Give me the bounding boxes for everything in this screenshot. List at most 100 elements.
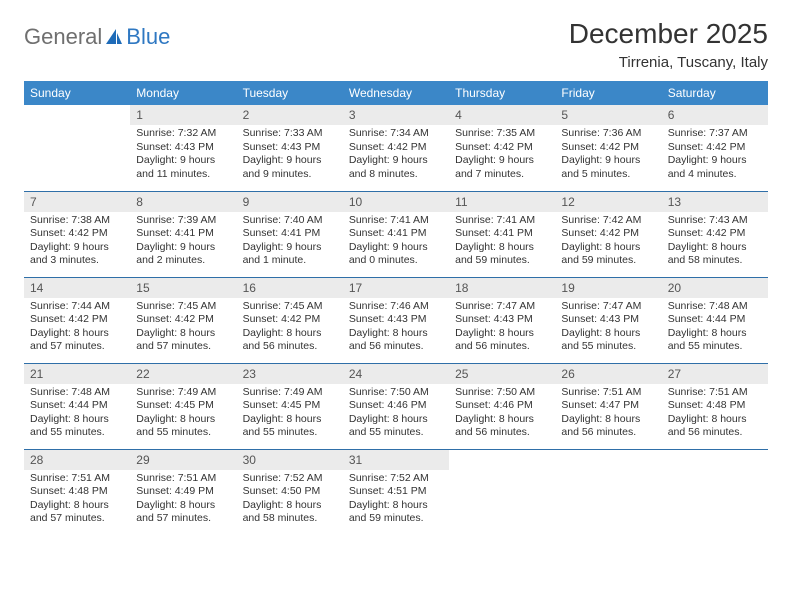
day-details: Sunrise: 7:51 AMSunset: 4:47 PMDaylight:… [555,384,661,445]
daylight-text: Daylight: 9 hours and 11 minutes. [136,154,230,181]
location-subtitle: Tirrenia, Tuscany, Italy [569,54,768,71]
sunrise-text: Sunrise: 7:39 AM [136,214,230,228]
day-number: 2 [237,105,343,125]
calendar-day-cell: 5Sunrise: 7:36 AMSunset: 4:42 PMDaylight… [555,105,661,191]
sunset-text: Sunset: 4:41 PM [136,227,230,241]
day-details: Sunrise: 7:35 AMSunset: 4:42 PMDaylight:… [449,125,555,186]
day-details: Sunrise: 7:32 AMSunset: 4:43 PMDaylight:… [130,125,236,186]
daylight-text: Daylight: 9 hours and 2 minutes. [136,241,230,268]
calendar-day-cell: 9Sunrise: 7:40 AMSunset: 4:41 PMDaylight… [237,191,343,277]
sunset-text: Sunset: 4:44 PM [30,399,124,413]
calendar-day-cell: 30Sunrise: 7:52 AMSunset: 4:50 PMDayligh… [237,449,343,535]
day-details: Sunrise: 7:50 AMSunset: 4:46 PMDaylight:… [449,384,555,445]
day-details: Sunrise: 7:41 AMSunset: 4:41 PMDaylight:… [343,212,449,273]
daylight-text: Daylight: 8 hours and 56 minutes. [455,327,549,354]
calendar-day-cell: 12Sunrise: 7:42 AMSunset: 4:42 PMDayligh… [555,191,661,277]
day-details: Sunrise: 7:45 AMSunset: 4:42 PMDaylight:… [237,298,343,359]
calendar-day-cell: 24 Sunrise: 7:50 AMSunset: 4:46 PMDayligh… [343,363,449,449]
sunrise-text: Sunrise: 7:50 AM [349,386,443,400]
sunrise-text: Sunrise: 7:41 AM [349,214,443,228]
sunrise-text: Sunrise: 7:49 AM [136,386,230,400]
day-number: 27 [662,364,768,384]
weekday-header: Wednesday [343,81,449,105]
day-number: 29 [130,450,236,470]
calendar-week-row: 1Sunrise: 7:32 AMSunset: 4:43 PMDaylight… [24,105,768,191]
daylight-text: Daylight: 9 hours and 4 minutes. [668,154,762,181]
sunset-text: Sunset: 4:42 PM [668,141,762,155]
sunrise-text: Sunrise: 7:51 AM [30,472,124,486]
sunset-text: Sunset: 4:49 PM [136,485,230,499]
daylight-text: Daylight: 8 hours and 56 minutes. [455,413,549,440]
page-header: General Blue December 2025 Tirrenia, Tus… [24,18,768,71]
calendar-day-cell: 29Sunrise: 7:51 AMSunset: 4:49 PMDayligh… [130,449,236,535]
day-number: 26 [555,364,661,384]
sunset-text: Sunset: 4:41 PM [349,227,443,241]
day-number: 21 [24,364,130,384]
sunrise-text: Sunrise: 7:37 AM [668,127,762,141]
daylight-text: Daylight: 8 hours and 55 minutes. [136,413,230,440]
sunset-text: Sunset: 4:42 PM [243,313,337,327]
weekday-header: Sunday [24,81,130,105]
day-number: 10 [343,192,449,212]
daylight-text: Daylight: 8 hours and 56 minutes. [668,413,762,440]
sunrise-text: Sunrise: 7:50 AM [455,386,549,400]
day-details: Sunrise: 7:49 AMSunset: 4:45 PMDaylight:… [237,384,343,445]
daylight-text: Daylight: 8 hours and 55 minutes. [561,327,655,354]
calendar-day-cell: 16Sunrise: 7:45 AMSunset: 4:42 PMDayligh… [237,277,343,363]
calendar-day-cell: 28Sunrise: 7:51 AMSunset: 4:48 PMDayligh… [24,449,130,535]
calendar-day-cell [24,105,130,191]
weekday-header: Thursday [449,81,555,105]
title-block: December 2025 Tirrenia, Tuscany, Italy [569,18,768,71]
sunrise-text: Sunrise: 7:44 AM [30,300,124,314]
daylight-text: Daylight: 9 hours and 7 minutes. [455,154,549,181]
day-details: Sunrise: 7:34 AMSunset: 4:42 PMDaylight:… [343,125,449,186]
day-details: Sunrise: 7:38 AMSunset: 4:42 PMDaylight:… [24,212,130,273]
daylight-text: Daylight: 8 hours and 55 minutes. [349,413,443,440]
day-details: Sunrise: 7:49 AMSunset: 4:45 PMDaylight:… [130,384,236,445]
logo-text-general: General [24,24,102,50]
sunrise-text: Sunrise: 7:47 AM [561,300,655,314]
sunrise-text: Sunrise: 7:52 AM [349,472,443,486]
sunset-text: Sunset: 4:43 PM [136,141,230,155]
day-details: Sunrise: 7:41 AMSunset: 4:41 PMDaylight:… [449,212,555,273]
day-number: 23 [237,364,343,384]
calendar-day-cell: 25Sunrise: 7:50 AMSunset: 4:46 PMDayligh… [449,363,555,449]
day-details: Sunrise: 7:39 AMSunset: 4:41 PMDaylight:… [130,212,236,273]
calendar-week-row: 28Sunrise: 7:51 AMSunset: 4:48 PMDayligh… [24,449,768,535]
sunset-text: Sunset: 4:48 PM [668,399,762,413]
calendar-page: General Blue December 2025 Tirrenia, Tus… [0,0,792,535]
sunrise-text: Sunrise: 7:48 AM [30,386,124,400]
sunrise-text: Sunrise: 7:49 AM [243,386,337,400]
calendar-day-cell: 2Sunrise: 7:33 AMSunset: 4:43 PMDaylight… [237,105,343,191]
sunset-text: Sunset: 4:42 PM [30,313,124,327]
sunset-text: Sunset: 4:44 PM [668,313,762,327]
day-number: 24 [343,364,449,384]
sunset-text: Sunset: 4:42 PM [561,227,655,241]
calendar-day-cell: 10Sunrise: 7:41 AMSunset: 4:41 PMDayligh… [343,191,449,277]
calendar-day-cell: 17Sunrise: 7:46 AMSunset: 4:43 PMDayligh… [343,277,449,363]
calendar-week-row: 14Sunrise: 7:44 AMSunset: 4:42 PMDayligh… [24,277,768,363]
day-details: Sunrise: 7:37 AMSunset: 4:42 PMDaylight:… [662,125,768,186]
day-number: 25 [449,364,555,384]
day-details: Sunrise: 7:40 AMSunset: 4:41 PMDaylight:… [237,212,343,273]
day-number: 31 [343,450,449,470]
calendar-day-cell: 11Sunrise: 7:41 AMSunset: 4:41 PMDayligh… [449,191,555,277]
daylight-text: Daylight: 9 hours and 5 minutes. [561,154,655,181]
sunset-text: Sunset: 4:46 PM [455,399,549,413]
calendar-day-cell: 22Sunrise: 7:49 AMSunset: 4:45 PMDayligh… [130,363,236,449]
daylight-text: Daylight: 9 hours and 9 minutes. [243,154,337,181]
sunrise-text: Sunrise: 7:42 AM [561,214,655,228]
sunset-text: Sunset: 4:42 PM [30,227,124,241]
calendar-week-row: 7Sunrise: 7:38 AMSunset: 4:42 PMDaylight… [24,191,768,277]
sunset-text: Sunset: 4:46 PM [349,399,443,413]
sunrise-text: Sunrise: 7:51 AM [668,386,762,400]
calendar-day-cell [449,449,555,535]
calendar-day-cell: 6Sunrise: 7:37 AMSunset: 4:42 PMDaylight… [662,105,768,191]
weekday-header: Monday [130,81,236,105]
day-number: 17 [343,278,449,298]
calendar-day-cell: 19Sunrise: 7:47 AMSunset: 4:43 PMDayligh… [555,277,661,363]
daylight-text: Daylight: 9 hours and 0 minutes. [349,241,443,268]
sunrise-text: Sunrise: 7:46 AM [349,300,443,314]
day-number: 3 [343,105,449,125]
month-title: December 2025 [569,18,768,50]
